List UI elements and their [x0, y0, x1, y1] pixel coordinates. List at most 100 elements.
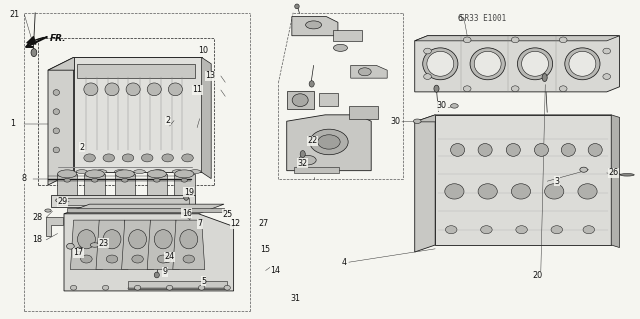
Polygon shape — [64, 204, 224, 214]
Text: 32: 32 — [297, 159, 307, 168]
Text: 29: 29 — [58, 197, 68, 206]
Ellipse shape — [358, 68, 371, 76]
Bar — [128, 281, 227, 289]
Ellipse shape — [569, 51, 596, 76]
Ellipse shape — [183, 255, 195, 263]
Ellipse shape — [470, 48, 506, 80]
Ellipse shape — [76, 170, 88, 174]
Ellipse shape — [300, 151, 305, 158]
Ellipse shape — [580, 167, 588, 172]
Ellipse shape — [162, 154, 173, 162]
Polygon shape — [84, 174, 105, 195]
Ellipse shape — [181, 178, 188, 182]
Polygon shape — [294, 167, 339, 173]
Bar — [128, 288, 227, 289]
Text: 15: 15 — [260, 245, 271, 254]
Ellipse shape — [103, 230, 121, 249]
Text: 19: 19 — [184, 188, 194, 197]
Ellipse shape — [106, 255, 118, 263]
Text: 28: 28 — [32, 213, 42, 222]
Ellipse shape — [115, 170, 126, 174]
Text: 7: 7 — [197, 219, 202, 228]
Ellipse shape — [306, 21, 322, 29]
Polygon shape — [115, 174, 135, 195]
Text: 22: 22 — [307, 137, 317, 145]
Ellipse shape — [511, 86, 519, 92]
Ellipse shape — [298, 155, 316, 165]
Polygon shape — [287, 91, 314, 109]
Ellipse shape — [132, 255, 143, 263]
Ellipse shape — [77, 230, 95, 249]
Ellipse shape — [134, 285, 141, 290]
Ellipse shape — [478, 144, 492, 156]
Text: 8: 8 — [22, 174, 27, 183]
Ellipse shape — [522, 51, 548, 76]
Text: 13: 13 — [205, 71, 215, 80]
Ellipse shape — [310, 129, 348, 155]
Ellipse shape — [182, 154, 193, 162]
Polygon shape — [415, 115, 435, 252]
Ellipse shape — [451, 104, 458, 108]
Text: 2: 2 — [165, 116, 170, 125]
Ellipse shape — [53, 109, 60, 115]
Polygon shape — [64, 214, 234, 291]
Polygon shape — [96, 220, 128, 270]
Ellipse shape — [157, 255, 169, 263]
Text: 23: 23 — [99, 239, 109, 248]
Ellipse shape — [463, 37, 471, 43]
Ellipse shape — [134, 170, 145, 174]
Ellipse shape — [168, 83, 182, 96]
Ellipse shape — [64, 178, 70, 182]
Polygon shape — [70, 220, 102, 270]
Polygon shape — [46, 217, 63, 236]
Text: 20: 20 — [532, 271, 543, 280]
Ellipse shape — [309, 81, 314, 87]
Ellipse shape — [534, 144, 548, 156]
Polygon shape — [173, 220, 205, 270]
Polygon shape — [147, 174, 167, 195]
Text: 12: 12 — [230, 219, 241, 228]
Text: 11: 11 — [192, 85, 202, 94]
Polygon shape — [174, 174, 195, 195]
Text: 6: 6 — [457, 14, 462, 23]
Ellipse shape — [147, 170, 166, 178]
Text: FR.: FR. — [50, 34, 67, 43]
Ellipse shape — [53, 90, 60, 95]
Text: 26: 26 — [608, 168, 618, 177]
Polygon shape — [74, 57, 202, 172]
Polygon shape — [611, 115, 620, 248]
Text: 4: 4 — [342, 258, 347, 267]
Ellipse shape — [56, 198, 62, 202]
Ellipse shape — [85, 170, 104, 178]
Polygon shape — [415, 36, 620, 92]
Ellipse shape — [517, 48, 553, 80]
Ellipse shape — [561, 144, 575, 156]
Ellipse shape — [559, 86, 567, 92]
Text: 9: 9 — [163, 267, 168, 276]
Ellipse shape — [295, 4, 300, 9]
Ellipse shape — [434, 85, 439, 92]
Ellipse shape — [445, 184, 464, 199]
Polygon shape — [351, 65, 387, 78]
Ellipse shape — [424, 74, 431, 79]
Text: 21: 21 — [9, 10, 19, 19]
Ellipse shape — [70, 285, 77, 290]
Ellipse shape — [578, 184, 597, 199]
Bar — [67, 208, 224, 212]
Text: 3: 3 — [554, 177, 559, 186]
Ellipse shape — [129, 230, 147, 249]
Polygon shape — [202, 57, 211, 179]
Ellipse shape — [318, 135, 340, 149]
Text: 10: 10 — [198, 46, 209, 55]
Ellipse shape — [511, 37, 519, 43]
Ellipse shape — [102, 285, 109, 290]
Ellipse shape — [153, 170, 164, 174]
Polygon shape — [287, 115, 371, 171]
Polygon shape — [319, 93, 338, 106]
Ellipse shape — [511, 184, 531, 199]
Ellipse shape — [81, 255, 92, 263]
Ellipse shape — [620, 174, 634, 176]
Ellipse shape — [481, 226, 492, 234]
Ellipse shape — [564, 48, 600, 80]
Ellipse shape — [427, 51, 454, 76]
